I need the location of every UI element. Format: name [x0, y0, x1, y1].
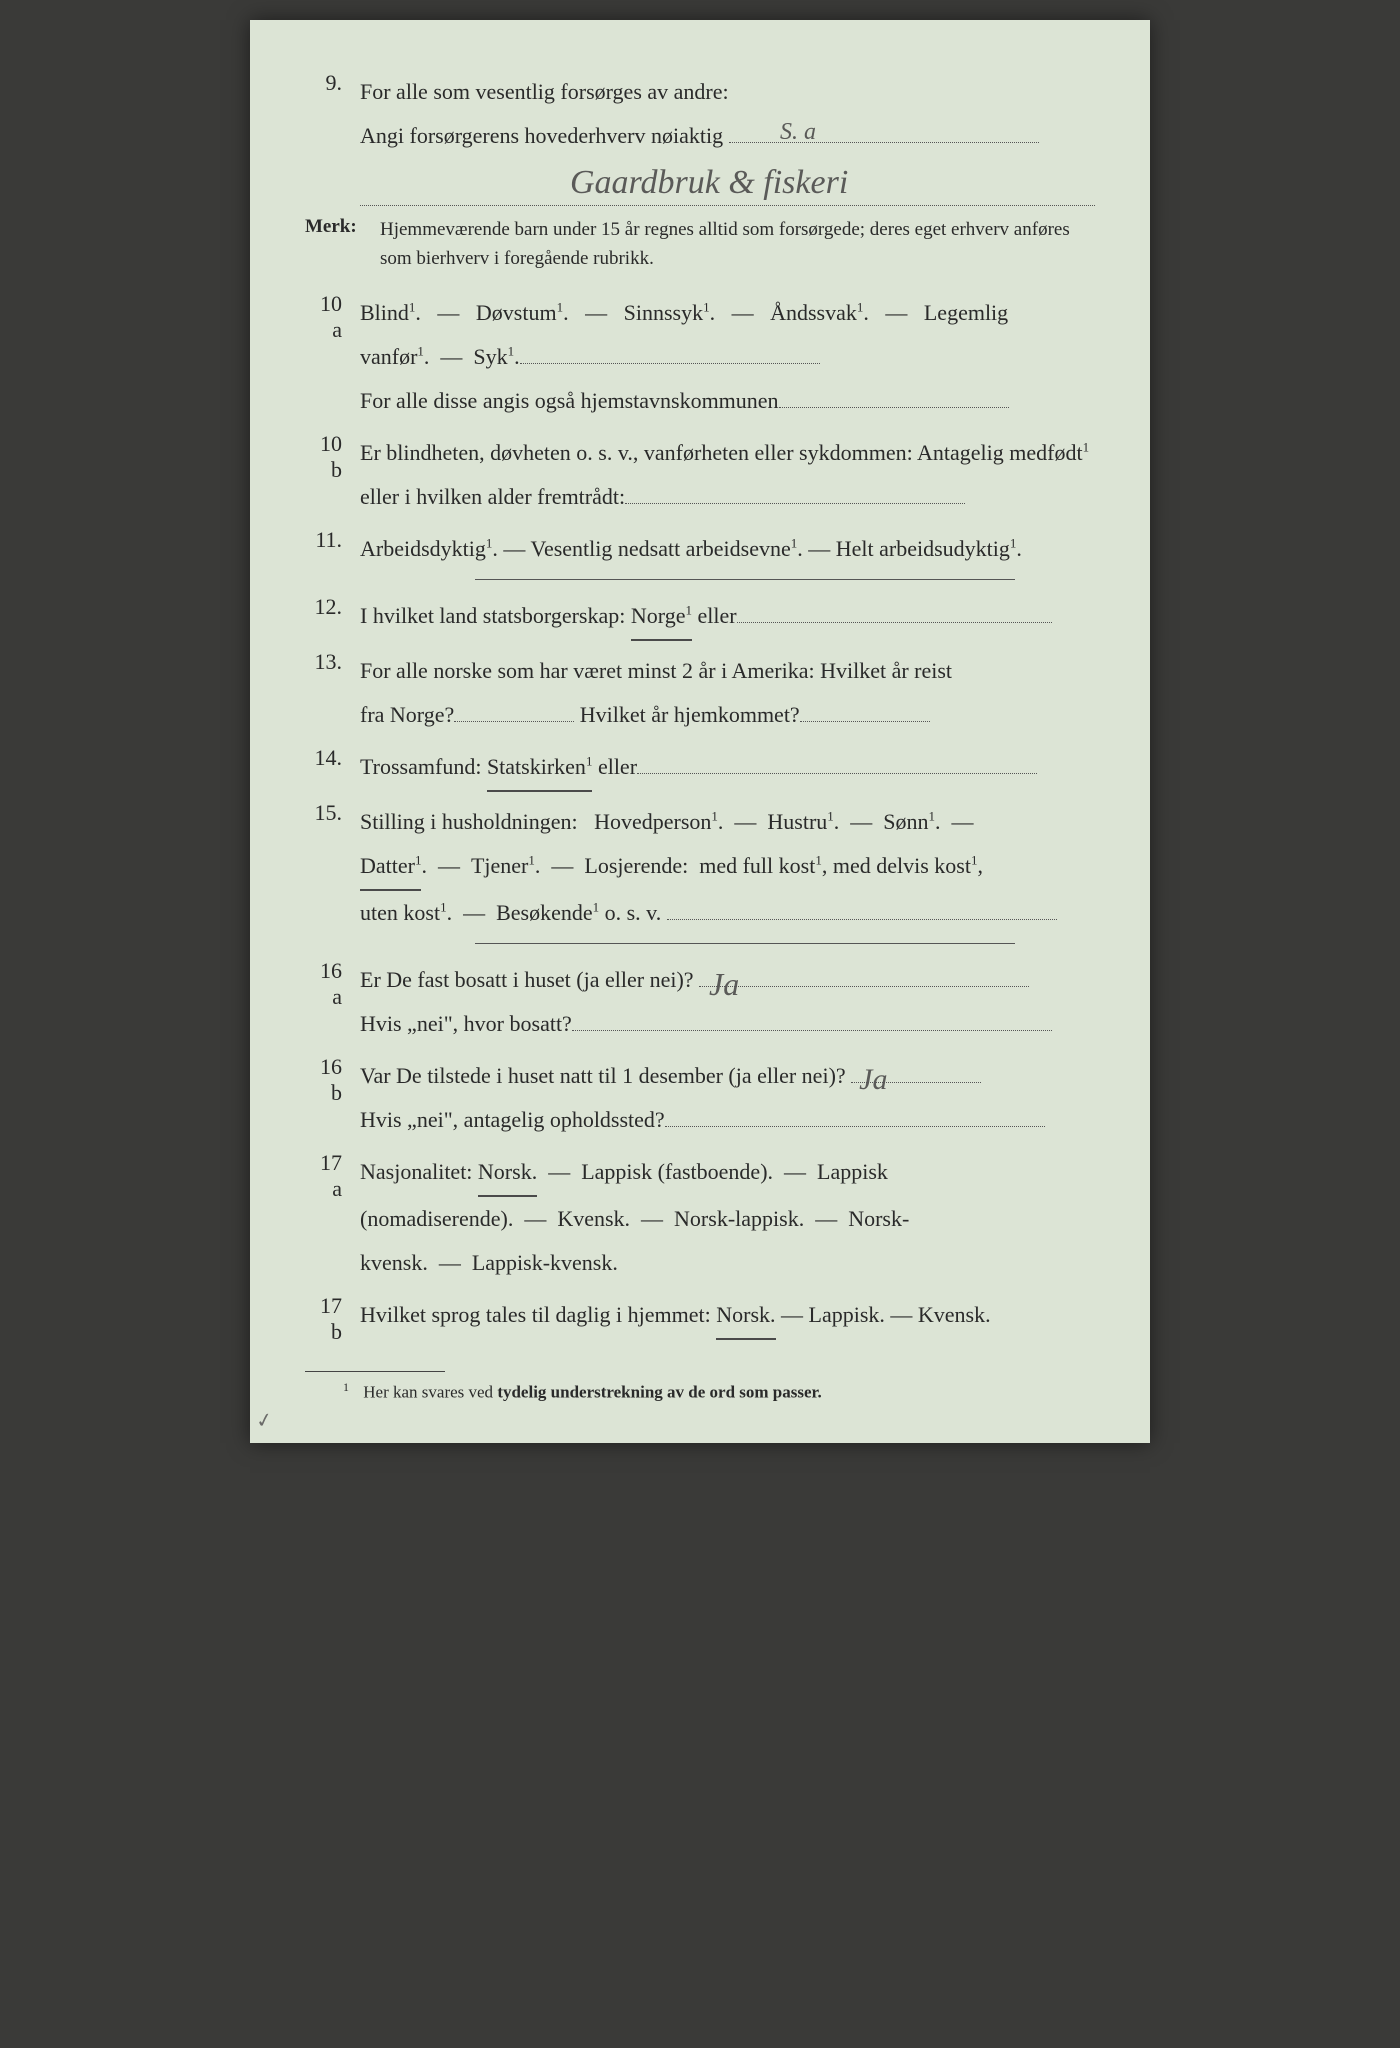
footnote-prefix: Her kan svares ved [363, 1383, 497, 1402]
q13-line1: For alle norske som har været minst 2 år… [360, 658, 952, 683]
question-16b: 16 b Var De tilstede i huset natt til 1 … [305, 1054, 1095, 1142]
q15-number: 15. [305, 800, 360, 826]
q16b-blank [851, 1061, 981, 1083]
q12-underlined: Norge1 [631, 594, 692, 641]
q15-underlined: Datter1 [360, 844, 421, 891]
q10b-number: 10 b [305, 431, 360, 483]
question-15: 15. Stilling i husholdningen: Hovedperso… [305, 800, 1095, 935]
footnote-bold: tydelig understrekning av de ord som pas… [497, 1383, 821, 1402]
question-11: 11. Arbeidsdyktig1. — Vesentlig nedsatt … [305, 527, 1095, 571]
q17a-underlined: Norsk. [478, 1150, 537, 1197]
q9-line1: For alle som vesentlig forsørges av andr… [360, 79, 729, 104]
q13-blank2 [800, 700, 930, 722]
q15-content: Stilling i husholdningen: Hovedperson1. … [360, 800, 1095, 935]
q13-line2a: fra Norge? [360, 702, 454, 727]
q17b-underlined: Norsk. [716, 1293, 775, 1340]
q9-blank-1 [729, 121, 1039, 143]
question-9: 9. For alle som vesentlig forsørges av a… [305, 70, 1095, 158]
q10a-line2: For alle disse angis også hjemstavnskomm… [360, 388, 779, 413]
q14-suffix: eller [592, 754, 637, 779]
footnote-num: 1 [343, 1380, 349, 1394]
q16a-blank2 [572, 1009, 1052, 1031]
q16b-number: 16 b [305, 1054, 360, 1106]
q16a-number: 16 a [305, 958, 360, 1010]
q16b-question: Var De tilstede i huset natt til 1 desem… [360, 1063, 846, 1088]
q12-blank [737, 601, 1052, 623]
q10b-content: Er blindheten, døvheten o. s. v., vanfør… [360, 431, 1095, 519]
q9-handwriting-line: Gaardbruk & fiskeri [360, 166, 1095, 206]
merk-note: Merk: Hjemmeværende barn under 15 år reg… [305, 216, 1095, 273]
q16b-blank2 [665, 1105, 1045, 1127]
divider-2 [475, 943, 1015, 944]
q16b-line2: Hvis „nei", antagelig opholdssted? [360, 1107, 665, 1132]
q10b-blank [625, 482, 965, 504]
footnote: 1 Her kan svares ved tydelig understrekn… [305, 1380, 1095, 1403]
q16a-line2: Hvis „nei", hvor bosatt? [360, 1011, 572, 1036]
q16a-question: Er De fast bosatt i huset (ja eller nei)… [360, 967, 694, 992]
q10a-blank2 [779, 386, 1009, 408]
q17b-rest: — Lappisk. — Kvensk. [776, 1302, 991, 1327]
q17b-content: Hvilket sprog tales til daglig i hjemmet… [360, 1293, 1095, 1340]
q17a-content: Nasjonalitet: Norsk. — Lappisk (fastboen… [360, 1150, 1095, 1285]
question-10b: 10 b Er blindheten, døvheten o. s. v., v… [305, 431, 1095, 519]
question-17a: 17 a Nasjonalitet: Norsk. — Lappisk (fas… [305, 1150, 1095, 1285]
question-13: 13. For alle norske som har været minst … [305, 649, 1095, 737]
q12-content: I hvilket land statsborgerskap: Norge1 e… [360, 594, 1095, 641]
q17b-number: 17 b [305, 1293, 360, 1345]
q13-blank1 [454, 700, 574, 722]
question-10a: 10 a Blind1. — Døvstum1. — Sinnssyk1. — … [305, 291, 1095, 423]
q13-line2b: Hvilket år hjemkommet? [574, 702, 799, 727]
census-form-page: ✓ 9. For alle som vesentlig forsørges av… [250, 20, 1150, 1443]
question-14: 14. Trossamfund: Statskirken1 eller [305, 745, 1095, 792]
merk-text: Hjemmeværende barn under 15 år regnes al… [380, 216, 1095, 273]
q12-suffix: eller [692, 603, 737, 628]
q10a-content: Blind1. — Døvstum1. — Sinnssyk1. — Åndss… [360, 291, 1095, 423]
q12-prefix: I hvilket land statsborgerskap: [360, 603, 631, 628]
q14-content: Trossamfund: Statskirken1 eller [360, 745, 1095, 792]
q15-blank [667, 898, 1057, 920]
q14-blank [637, 752, 1037, 774]
q9-number: 9. [305, 70, 360, 96]
q16a-content: Er De fast bosatt i huset (ja eller nei)… [360, 958, 1095, 1046]
q11-number: 11. [305, 527, 360, 553]
q17a-prefix: Nasjonalitet: [360, 1159, 478, 1184]
q12-number: 12. [305, 594, 360, 620]
footnote-rule [305, 1371, 445, 1372]
question-12: 12. I hvilket land statsborgerskap: Norg… [305, 594, 1095, 641]
q11-content: Arbeidsdyktig1. — Vesentlig nedsatt arbe… [360, 527, 1095, 571]
q13-number: 13. [305, 649, 360, 675]
q9-content: For alle som vesentlig forsørges av andr… [360, 70, 1095, 158]
q16b-content: Var De tilstede i huset natt til 1 desem… [360, 1054, 1095, 1142]
q13-content: For alle norske som har været minst 2 år… [360, 649, 1095, 737]
question-17b: 17 b Hvilket sprog tales til daglig i hj… [305, 1293, 1095, 1345]
q14-underlined: Statskirken1 [487, 745, 593, 792]
q10a-number: 10 a [305, 291, 360, 343]
q9-handwriting-main: Gaardbruk & fiskeri [570, 164, 848, 202]
q16a-blank [699, 965, 1029, 987]
q17b-prefix: Hvilket sprog tales til daglig i hjemmet… [360, 1302, 716, 1327]
page-corner-mark: ✓ [254, 1406, 275, 1434]
q17a-number: 17 a [305, 1150, 360, 1202]
q14-number: 14. [305, 745, 360, 771]
merk-label: Merk: [305, 216, 380, 273]
divider-1 [475, 579, 1015, 580]
q9-line2-prefix: Angi forsørgerens hovederhverv nøiaktig [360, 123, 723, 148]
question-16a: 16 a Er De fast bosatt i huset (ja eller… [305, 958, 1095, 1046]
q14-prefix: Trossamfund: [360, 754, 487, 779]
q10a-blank [520, 342, 820, 364]
